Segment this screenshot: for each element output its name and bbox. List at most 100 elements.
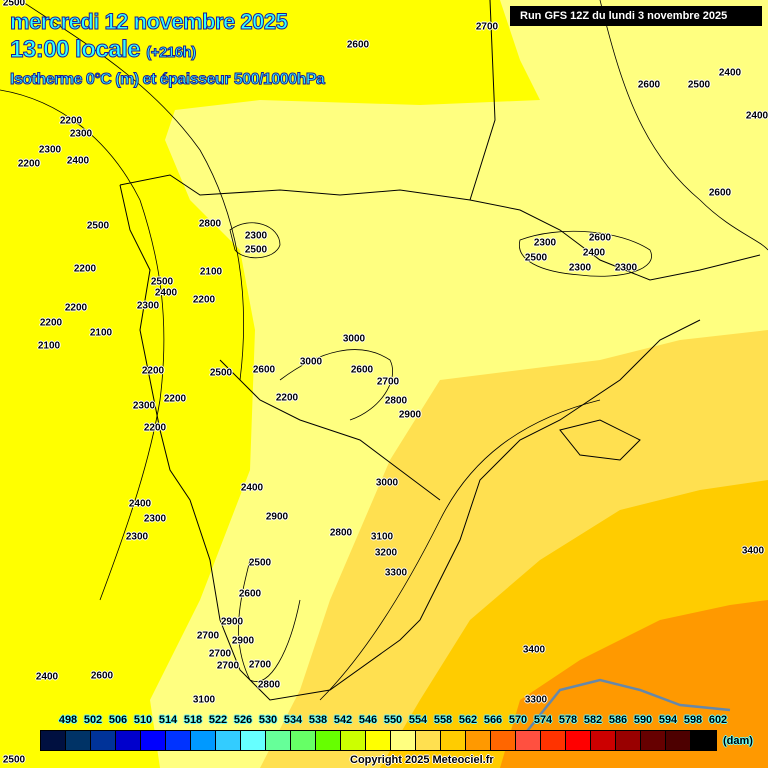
contour-label: 2700 bbox=[208, 648, 232, 660]
contour-label: 3000 bbox=[375, 477, 399, 489]
colorbar-tick-label: 554 bbox=[408, 714, 428, 726]
contour-label: 2500 bbox=[150, 276, 174, 288]
colorbar-tick-label: 530 bbox=[258, 714, 278, 726]
colorbar-tick-label: 546 bbox=[358, 714, 378, 726]
forecast-time: 13:00 locale (+216h) bbox=[9, 36, 197, 67]
contour-label: 2500 bbox=[687, 79, 711, 91]
contour-label: 2700 bbox=[248, 659, 272, 671]
contour-label: 2300 bbox=[143, 513, 167, 525]
colorbar-swatch bbox=[666, 731, 691, 750]
colorbar-swatch bbox=[491, 731, 516, 750]
contour-label: 3400 bbox=[741, 545, 765, 557]
colorbar-tick-label: 582 bbox=[583, 714, 603, 726]
lead-time: (+216h) bbox=[146, 44, 197, 62]
colorbar-tick-label: 534 bbox=[283, 714, 303, 726]
contour-label: 2200 bbox=[143, 422, 167, 434]
contour-label: 2500 bbox=[2, 0, 26, 9]
colorbar-tick-label: 522 bbox=[208, 714, 228, 726]
colorbar-tick-label: 558 bbox=[433, 714, 453, 726]
contour-label: 2400 bbox=[154, 287, 178, 299]
colorbar-swatch bbox=[641, 731, 666, 750]
colorbar-tick-label: 594 bbox=[658, 714, 678, 726]
forecast-date: mercredi 12 novembre 2025 bbox=[9, 9, 288, 34]
contour-label: 2400 bbox=[35, 671, 59, 683]
contour-label: 2200 bbox=[39, 317, 63, 329]
band-566 bbox=[500, 600, 768, 768]
colorbar-tick-label: 602 bbox=[708, 714, 728, 726]
colorbar-tick-label: 538 bbox=[308, 714, 328, 726]
colorbar-tick-label: 510 bbox=[133, 714, 153, 726]
contour-label: 2500 bbox=[2, 754, 26, 766]
contour-label: 2700 bbox=[196, 630, 220, 642]
contour-label: 2600 bbox=[637, 79, 661, 91]
contour-label: 2900 bbox=[265, 511, 289, 523]
colorbar-tick-label: 562 bbox=[458, 714, 478, 726]
local-time: 13:00 locale bbox=[9, 36, 141, 64]
contour-label: 2900 bbox=[231, 635, 255, 647]
contour-label: 2400 bbox=[745, 110, 768, 122]
contour-label: 2300 bbox=[533, 237, 557, 249]
colorbar-tick-label: 586 bbox=[608, 714, 628, 726]
colorbar-swatch bbox=[166, 731, 191, 750]
contour-label: 2500 bbox=[524, 252, 548, 264]
colorbar-swatch bbox=[316, 731, 341, 750]
run-label: Run GFS 12Z du lundi 3 novembre 2025 bbox=[510, 6, 762, 26]
contour-label: 3200 bbox=[374, 547, 398, 559]
contour-label: 2300 bbox=[614, 262, 638, 274]
contour-label: 2400 bbox=[240, 482, 264, 494]
contour-label: 2300 bbox=[244, 230, 268, 242]
contour-label: 2200 bbox=[141, 365, 165, 377]
colorbar-swatch bbox=[41, 731, 66, 750]
colorbar-swatch bbox=[391, 731, 416, 750]
colorbar-tick-label: 598 bbox=[683, 714, 703, 726]
colorbar bbox=[40, 730, 717, 751]
contour-label: 2700 bbox=[475, 21, 499, 33]
colorbar-swatch bbox=[291, 731, 316, 750]
contour-label: 2100 bbox=[37, 340, 61, 352]
contour-label: 2300 bbox=[69, 128, 93, 140]
colorbar-swatch bbox=[91, 731, 116, 750]
contour-label: 2300 bbox=[136, 300, 160, 312]
contour-label: 3400 bbox=[522, 644, 546, 656]
contour-label: 2600 bbox=[708, 187, 732, 199]
colorbar-tick-label: 506 bbox=[108, 714, 128, 726]
contour-label: 2600 bbox=[588, 232, 612, 244]
colorbar-swatch bbox=[341, 731, 366, 750]
contour-label: 2800 bbox=[329, 527, 353, 539]
contour-label: 2500 bbox=[244, 244, 268, 256]
colorbar-swatch bbox=[616, 731, 641, 750]
colorbar-tick-label: 590 bbox=[633, 714, 653, 726]
contour-label: 2400 bbox=[66, 155, 90, 167]
copyright: Copyright 2025 Meteociel.fr bbox=[350, 754, 494, 766]
colorbar-swatch bbox=[366, 731, 391, 750]
colorbar-unit: (dam) bbox=[723, 735, 753, 747]
colorbar-tick-label: 566 bbox=[483, 714, 503, 726]
contour-label: 3000 bbox=[342, 333, 366, 345]
contour-label: 2200 bbox=[17, 158, 41, 170]
contour-label: 2500 bbox=[86, 220, 110, 232]
colorbar-swatch bbox=[566, 731, 591, 750]
colorbar-swatch bbox=[116, 731, 141, 750]
contour-label: 2600 bbox=[350, 364, 374, 376]
colorbar-swatch bbox=[216, 731, 241, 750]
colorbar-swatch bbox=[141, 731, 166, 750]
colorbar-tick-label: 518 bbox=[183, 714, 203, 726]
colorbar-tick-label: 550 bbox=[383, 714, 403, 726]
colorbar-swatch bbox=[441, 731, 466, 750]
colorbar-swatch bbox=[416, 731, 441, 750]
colorbar-tick-label: 542 bbox=[333, 714, 353, 726]
contour-label: 2200 bbox=[163, 393, 187, 405]
contour-label: 2400 bbox=[718, 67, 742, 79]
coastline-north-africa bbox=[519, 678, 731, 741]
colorbar-tick-label: 514 bbox=[158, 714, 178, 726]
colorbar-tick-label: 498 bbox=[58, 714, 78, 726]
contour-label: 2900 bbox=[220, 616, 244, 628]
contour-label: 3100 bbox=[192, 694, 216, 706]
contour-label: 2400 bbox=[128, 498, 152, 510]
contour-label: 2300 bbox=[132, 400, 156, 412]
contour-label: 2500 bbox=[209, 367, 233, 379]
contour-label: 2800 bbox=[257, 679, 281, 691]
colorbar-tick-label: 570 bbox=[508, 714, 528, 726]
colorbar-tick-label: 578 bbox=[558, 714, 578, 726]
contour-label: 2600 bbox=[90, 670, 114, 682]
